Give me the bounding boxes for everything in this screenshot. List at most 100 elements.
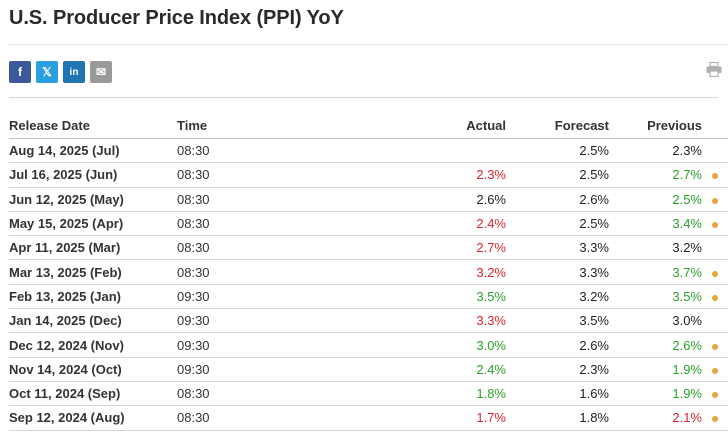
forecast-cell: 3.3% — [506, 259, 609, 285]
actual-cell — [416, 138, 506, 164]
actual-cell: 2.7% — [416, 235, 506, 261]
revised-dot-icon[interactable] — [712, 294, 718, 301]
page-title: U.S. Producer Price Index (PPI) YoY — [9, 7, 344, 29]
time-cell: 09:30 — [177, 308, 416, 334]
table-row: Jan 14, 2025 (Dec) 09:30 3.3% 3.5% 3.0% — [9, 308, 728, 334]
col-forecast[interactable]: Forecast — [506, 112, 609, 139]
x-share-button[interactable]: 𝕏 — [36, 61, 58, 83]
revised-dot-icon[interactable] — [712, 416, 718, 423]
previous-cell: 1.9% — [609, 381, 702, 407]
table-row: Aug 14, 2025 (Jul) 08:30 2.5% 2.3% — [9, 138, 728, 164]
table-row: Sep 12, 2024 (Aug) 08:30 1.7% 1.8% 2.1% — [9, 405, 728, 431]
revision-cell — [702, 211, 728, 237]
time-cell: 09:30 — [177, 357, 416, 382]
print-button[interactable] — [706, 61, 722, 82]
release-date-cell: Apr 11, 2025 (Mar) — [9, 235, 177, 261]
linkedin-icon: in — [69, 66, 79, 78]
time-cell: 08:30 — [177, 162, 416, 188]
revised-dot-icon[interactable] — [712, 173, 718, 180]
col-previous[interactable]: Previous — [609, 112, 702, 139]
time-cell: 08:30 — [177, 405, 416, 431]
time-cell: 08:30 — [177, 138, 416, 164]
table-row: Feb 13, 2025 (Jan) 09:30 3.5% 3.2% 3.5% — [9, 284, 728, 310]
previous-cell: 3.5% — [609, 284, 702, 310]
release-date-cell: May 15, 2025 (Apr) — [9, 211, 177, 237]
previous-cell: 2.1% — [609, 405, 702, 431]
previous-cell: 1.9% — [609, 357, 702, 382]
release-date-cell: Oct 11, 2024 (Sep) — [9, 381, 177, 407]
previous-cell: 2.3% — [609, 138, 702, 164]
forecast-cell: 3.3% — [506, 235, 609, 261]
actual-cell: 2.3% — [416, 162, 506, 188]
table-row: Oct 11, 2024 (Sep) 08:30 1.8% 1.6% 1.9% — [9, 381, 728, 407]
previous-cell: 2.6% — [609, 332, 702, 358]
actual-cell: 2.4% — [416, 357, 506, 382]
release-date-cell: Jul 16, 2025 (Jun) — [9, 162, 177, 188]
actual-cell: 3.5% — [416, 284, 506, 310]
actual-cell: 3.2% — [416, 259, 506, 285]
forecast-cell: 2.6% — [506, 332, 609, 358]
revised-dot-icon[interactable] — [712, 367, 718, 374]
col-actual[interactable]: Actual — [416, 112, 506, 139]
release-date-cell: Aug 14, 2025 (Jul) — [9, 138, 177, 164]
linkedin-share-button[interactable]: in — [63, 61, 85, 83]
revision-cell — [702, 308, 728, 334]
revised-dot-icon[interactable] — [712, 197, 718, 204]
revision-cell — [702, 162, 728, 188]
forecast-cell: 2.3% — [506, 357, 609, 382]
release-date-cell: Dec 12, 2024 (Nov) — [9, 332, 177, 358]
forecast-cell: 1.6% — [506, 381, 609, 407]
actual-cell: 1.7% — [416, 405, 506, 431]
release-date-cell: Mar 13, 2025 (Feb) — [9, 259, 177, 285]
time-cell: 08:30 — [177, 381, 416, 407]
release-date-cell: Jun 12, 2025 (May) — [9, 187, 177, 212]
previous-cell: 2.5% — [609, 187, 702, 212]
x-icon: 𝕏 — [42, 65, 52, 79]
ppi-history-table: Release Date Time Actual Forecast Previo… — [9, 112, 728, 431]
release-date-cell: Jan 14, 2025 (Dec) — [9, 308, 177, 334]
revision-cell — [702, 187, 728, 212]
printer-icon — [706, 61, 722, 78]
table-row: Jun 12, 2025 (May) 08:30 2.6% 2.6% 2.5% — [9, 187, 728, 212]
facebook-icon: f — [18, 65, 22, 79]
previous-cell: 3.2% — [609, 235, 702, 261]
table-header-row: Release Date Time Actual Forecast Previo… — [9, 112, 728, 139]
release-date-cell: Sep 12, 2024 (Aug) — [9, 405, 177, 431]
revised-dot-icon[interactable] — [712, 222, 718, 229]
previous-cell: 3.7% — [609, 259, 702, 285]
actual-cell: 1.8% — [416, 381, 506, 407]
actual-cell: 2.6% — [416, 187, 506, 212]
share-bar: f 𝕏 in ✉ — [9, 61, 112, 83]
revised-dot-icon[interactable] — [712, 343, 718, 350]
facebook-share-button[interactable]: f — [9, 61, 31, 83]
revision-cell — [702, 235, 728, 261]
release-date-cell: Nov 14, 2024 (Oct) — [9, 357, 177, 382]
col-release-date[interactable]: Release Date — [9, 112, 177, 139]
revision-cell — [702, 332, 728, 358]
table-row: Dec 12, 2024 (Nov) 09:30 3.0% 2.6% 2.6% — [9, 332, 728, 358]
forecast-cell: 2.5% — [506, 162, 609, 188]
revised-dot-icon[interactable] — [712, 392, 718, 399]
forecast-cell: 2.5% — [506, 138, 609, 164]
email-share-button[interactable]: ✉ — [90, 61, 112, 83]
actual-cell: 3.0% — [416, 332, 506, 358]
previous-cell: 3.0% — [609, 308, 702, 334]
revised-dot-icon[interactable] — [712, 270, 718, 277]
col-time[interactable]: Time — [177, 112, 416, 139]
time-cell: 09:30 — [177, 284, 416, 310]
forecast-cell: 2.6% — [506, 187, 609, 212]
forecast-cell: 1.8% — [506, 405, 609, 431]
revision-cell — [702, 405, 728, 431]
release-date-cell: Feb 13, 2025 (Jan) — [9, 284, 177, 310]
title-divider — [9, 44, 728, 45]
time-cell: 08:30 — [177, 259, 416, 285]
time-cell: 08:30 — [177, 211, 416, 237]
table-row: Jul 16, 2025 (Jun) 08:30 2.3% 2.5% 2.7% — [9, 162, 728, 188]
table-row: Nov 14, 2024 (Oct) 09:30 2.4% 2.3% 1.9% — [9, 357, 728, 382]
forecast-cell: 3.2% — [506, 284, 609, 310]
actual-cell: 3.3% — [416, 308, 506, 334]
revision-cell — [702, 284, 728, 310]
time-cell: 08:30 — [177, 187, 416, 212]
email-icon: ✉ — [95, 65, 107, 79]
toolbar-divider — [9, 97, 718, 98]
